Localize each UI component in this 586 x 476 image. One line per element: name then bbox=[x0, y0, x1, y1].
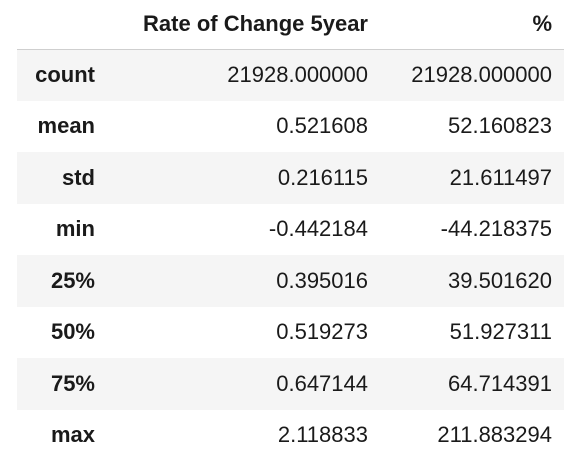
table-row: min -0.442184 -44.218375 bbox=[17, 203, 564, 255]
row-label: std bbox=[62, 164, 95, 190]
table-cell: 21928.000000 bbox=[411, 62, 552, 87]
table-cell: 0.519273 bbox=[276, 319, 368, 345]
row-label: min bbox=[55, 216, 95, 242]
table-cell: -44.218375 bbox=[440, 216, 552, 242]
table-cell: 211.883294 bbox=[437, 422, 552, 448]
table-row: 75% 0.647144 64.714391 bbox=[17, 358, 564, 410]
header-row: Rate of Change 5year % bbox=[17, 0, 564, 50]
row-label: 50% bbox=[50, 319, 95, 345]
table-cell: 52.160823 bbox=[448, 113, 552, 139]
table-cell: 0.395016 bbox=[276, 267, 368, 293]
row-label: 75% bbox=[50, 370, 95, 396]
row-label: max bbox=[50, 422, 95, 448]
column-header-percent: % bbox=[380, 0, 564, 50]
table-cell: -0.442184 bbox=[268, 216, 368, 242]
table-cell: 2.118833 bbox=[277, 422, 368, 448]
table-row: std 0.216115 21.611497 bbox=[17, 152, 564, 204]
table-cell: 0.647144 bbox=[276, 370, 368, 396]
row-label: 25% bbox=[50, 267, 95, 293]
table-cell: 39.501620 bbox=[448, 267, 552, 293]
describe-table: Rate of Change 5year % count 21928.00000… bbox=[17, 0, 564, 461]
table-cell: 21928.000000 bbox=[227, 62, 368, 87]
table-row: 25% 0.395016 39.501620 bbox=[17, 255, 564, 307]
table-cell: 0.521608 bbox=[276, 113, 368, 139]
table-cell: 0.216115 bbox=[277, 164, 368, 190]
row-label: mean bbox=[37, 113, 95, 139]
index-header bbox=[17, 0, 107, 50]
column-header-rate-of-change: Rate of Change 5year bbox=[107, 0, 380, 50]
table-row: 50% 0.519273 51.927311 bbox=[17, 306, 564, 358]
row-label: count bbox=[35, 62, 95, 87]
table-row: count 21928.000000 21928.000000 bbox=[17, 49, 564, 101]
table-row: mean 0.521608 52.160823 bbox=[17, 100, 564, 152]
table-cell: 64.714391 bbox=[448, 370, 552, 396]
table-cell: 21.611497 bbox=[449, 164, 552, 190]
edge-marker bbox=[0, 13, 3, 31]
table-row: max 2.118833 211.883294 bbox=[17, 409, 564, 461]
table-cell: 51.927311 bbox=[449, 319, 552, 345]
